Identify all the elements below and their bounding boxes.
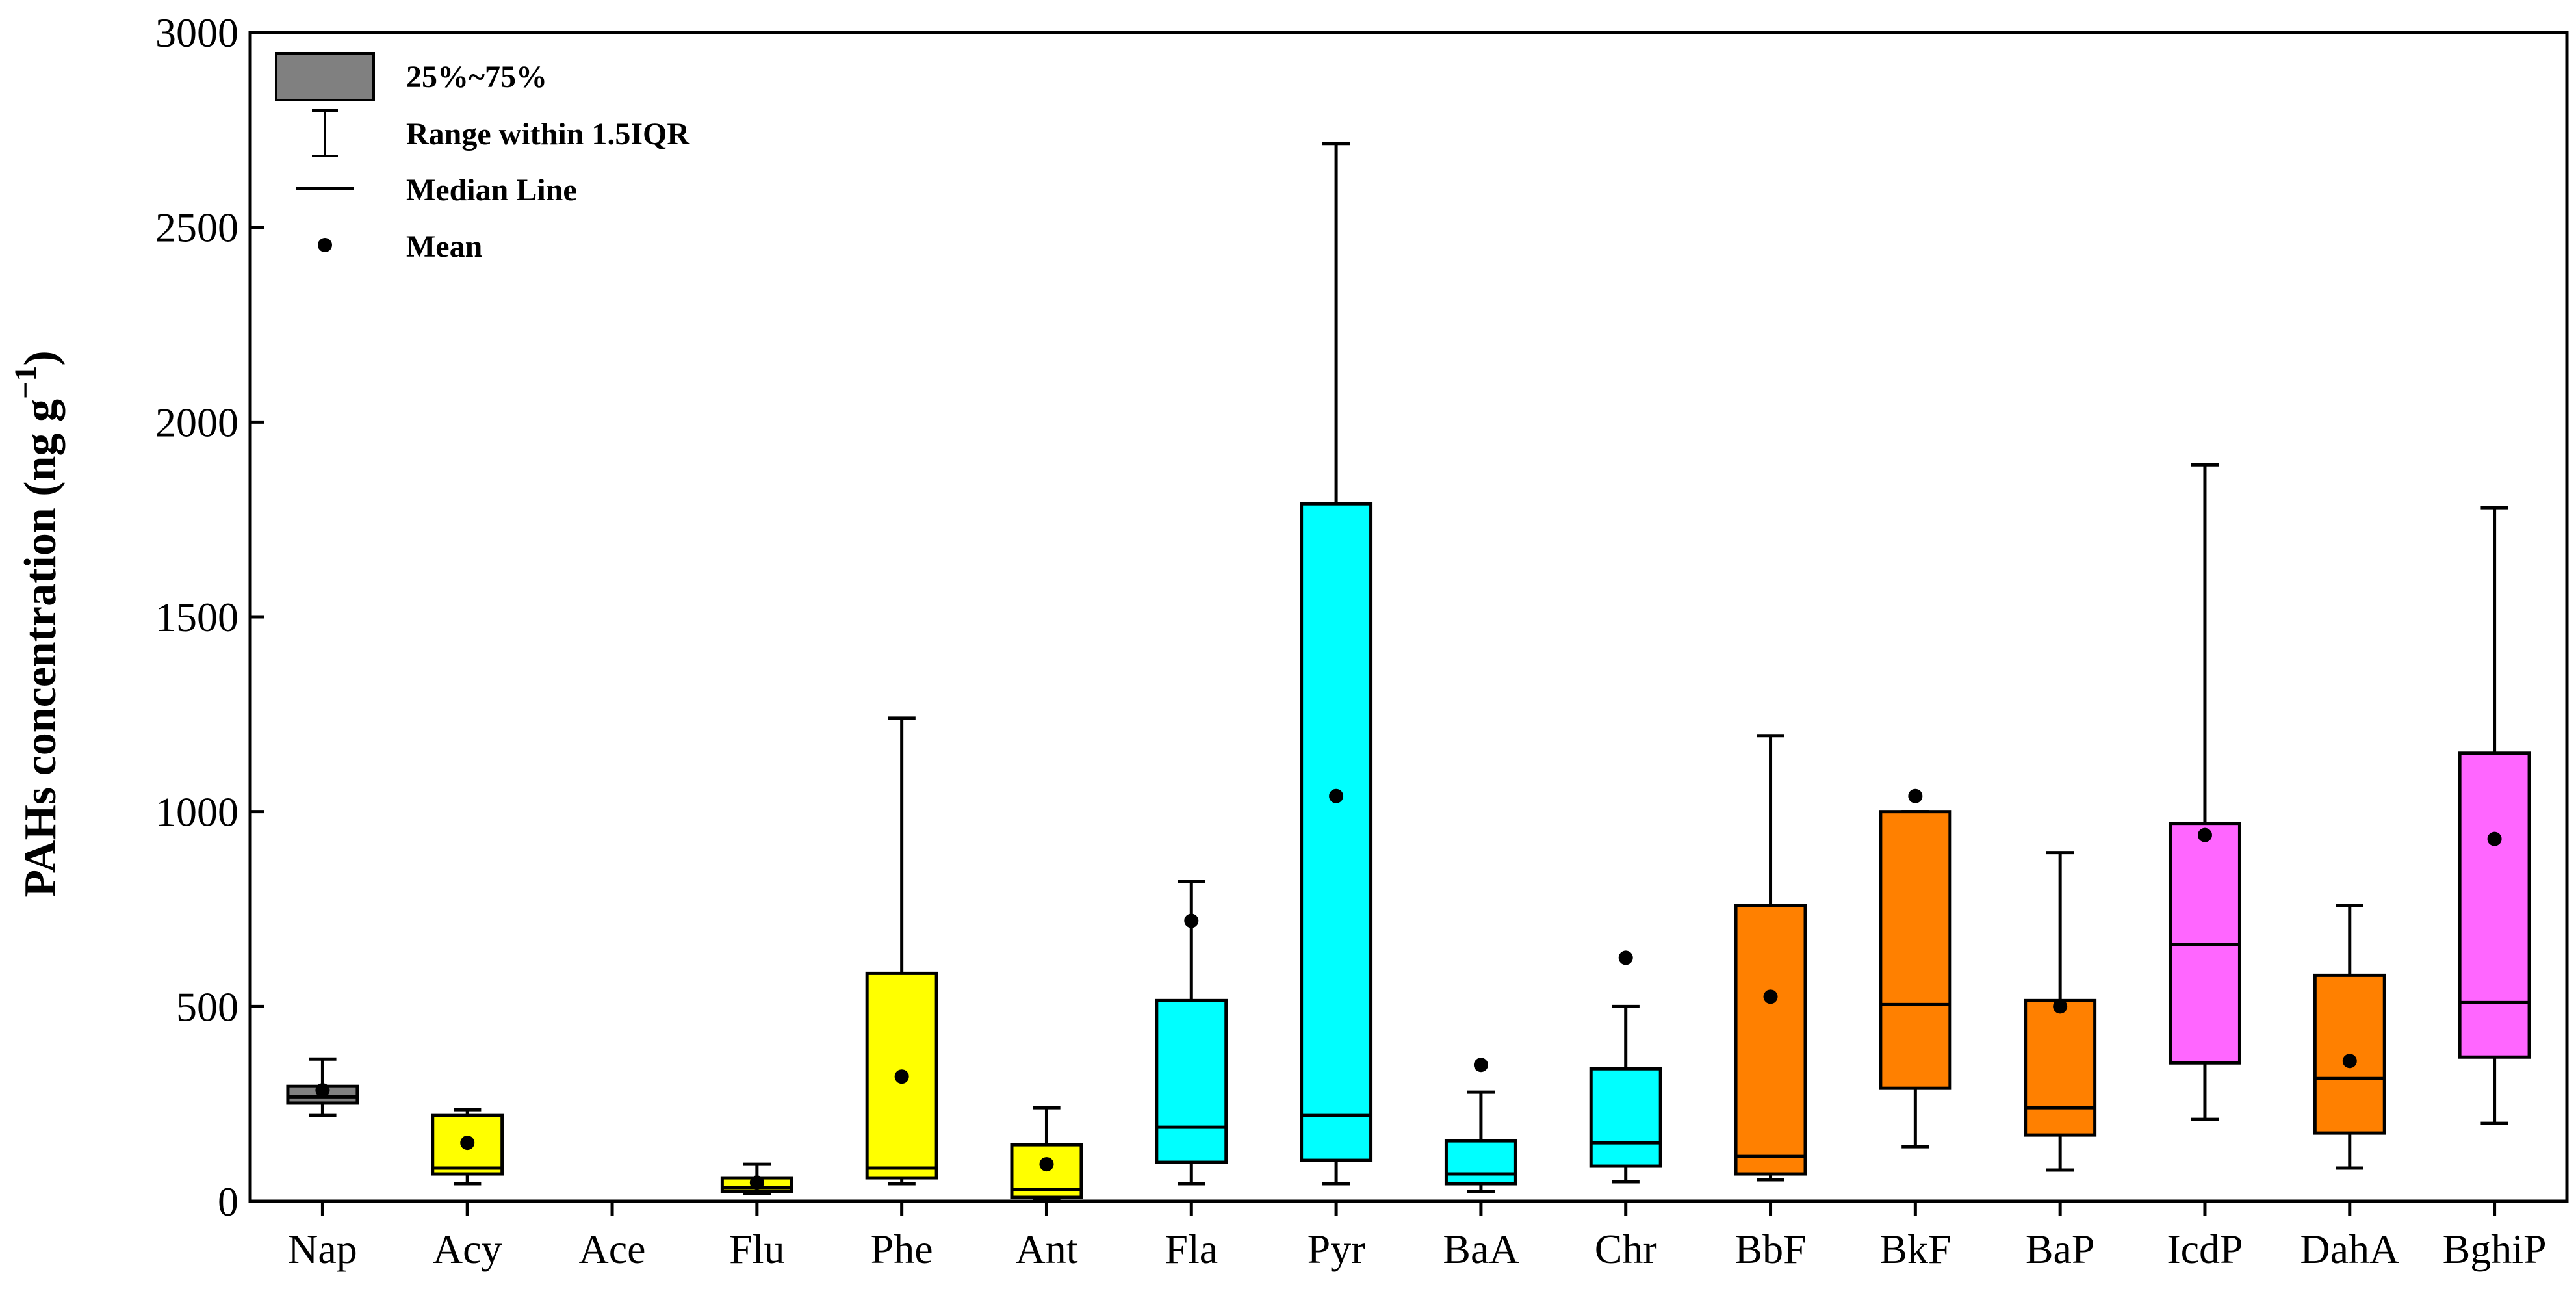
y-tick-label: 3000 [155,10,238,56]
y-tick-label: 0 [218,1178,238,1225]
box-nap [286,1057,359,1117]
box-iqr [1879,810,1952,1090]
mean-point [894,1069,909,1084]
legend-median-label: Median Line [406,173,577,207]
legend-whisker-swatch [312,109,338,157]
y-axis-ticks: 0 500 1000 1500 2000 2500 3000 [155,10,264,1225]
box-baa [1444,1058,1517,1193]
box-series [286,142,2531,1201]
y-axis-label-superscript: −1 [8,366,43,399]
box-acy [431,1108,504,1186]
box-chr [1589,950,1662,1184]
legend-box-swatch [275,52,375,101]
mean-point [1473,1058,1488,1072]
mean-point [460,1136,475,1150]
box-pyr [1300,142,1373,1186]
mean-point [1039,1157,1054,1172]
mean-point [749,1175,764,1190]
box-bghip [2458,506,2531,1125]
legend-whisker-label: Range within 1.5IQR [406,117,690,151]
x-tick-label: Ace [579,1226,646,1272]
x-tick-label: Nap [288,1226,357,1272]
x-tick-label: Flu [729,1226,784,1272]
mean-point [1184,913,1199,928]
box-bap [2024,851,2097,1172]
y-axis-label-close: ) [16,350,66,365]
x-tick-label: Acy [433,1226,502,1272]
box-ant [1010,1106,1083,1201]
y-axis-label: PAHs concentration (ng g−1) [8,350,66,897]
x-tick-label: Ant [1015,1226,1077,1272]
x-tick-label: DahA [2300,1226,2399,1272]
box-icdp [2168,463,2241,1121]
box-iqr [1444,1139,1517,1186]
x-tick-label: Fla [1165,1226,1218,1272]
box-flu [720,1162,793,1195]
x-tick-label: Pyr [1307,1226,1365,1272]
mean-point [1908,788,1923,803]
x-tick-label: BaA [1443,1226,1519,1272]
y-tick-label: 1000 [155,789,238,835]
box-bkf [1879,788,1952,1149]
y-axis-label-main: PAHs concentration (ng g [16,399,66,898]
box-iqr [2024,998,2097,1137]
y-tick-label: 2000 [155,399,238,445]
box-fla [1155,880,1228,1186]
box-iqr [2458,751,2531,1059]
mean-point [2342,1054,2357,1069]
x-tick-label: Chr [1595,1226,1657,1272]
mean-point [315,1083,330,1098]
x-tick-label: BbF [1734,1226,1806,1272]
x-tick-label: BghiP [2443,1226,2547,1272]
box-iqr [1300,502,1373,1162]
y-tick-label: 500 [176,983,238,1030]
mean-point [2197,827,2212,842]
mean-point [2487,831,2502,846]
box-iqr [1734,904,1807,1176]
box-iqr [1155,998,1228,1164]
x-tick-label: BaP [2026,1226,2095,1272]
legend-mean-swatch [318,238,332,252]
legend: 25%~75% Range within 1.5IQR Median Line … [275,52,690,264]
x-tick-label: BkF [1879,1226,1951,1272]
legend-mean-label: Mean [406,229,482,264]
x-tick-label: IcdP [2167,1226,2243,1272]
mean-point [1329,788,1344,803]
box-iqr [1589,1067,1662,1168]
x-tick-label: Phe [871,1226,933,1272]
mean-point [1618,950,1633,965]
legend-box-label: 25%~75% [406,60,547,94]
box-phe [865,716,938,1186]
box-bbf [1734,734,1807,1182]
mean-point [2053,999,2068,1014]
y-tick-label: 2500 [155,205,238,251]
box-daha [2313,904,2386,1170]
y-tick-label: 1500 [155,594,238,640]
mean-point [1763,989,1778,1004]
x-axis-ticks: Nap Acy Ace Flu Phe Ant Fla Pyr BaA Chr BbF BkF BaP I… [288,1201,2547,1272]
